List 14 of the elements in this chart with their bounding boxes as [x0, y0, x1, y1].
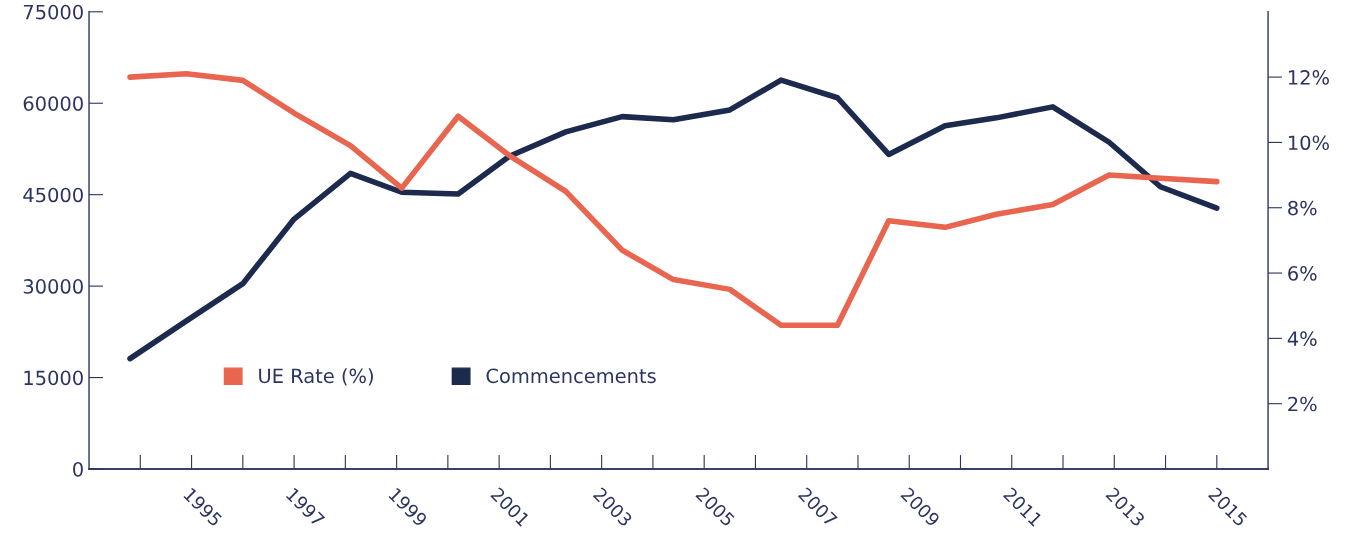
y-tick-label: 15000 — [24, 370, 83, 386]
y2-tick-label: 2% — [1288, 396, 1317, 412]
y-tick-label: 0 — [73, 461, 83, 477]
y-tick-label: 30000 — [23, 279, 83, 294]
y2-tick-label: 6% — [1288, 266, 1317, 281]
y-tick-label: 45000 — [23, 187, 83, 203]
y2-tick-label: 12% — [1288, 70, 1329, 85]
y2-tick-label: 4% — [1287, 331, 1317, 347]
legend-label: UE Rate (%) — [259, 368, 373, 386]
y2-tick-label: 8% — [1288, 200, 1317, 216]
y-tick-label: 75000 — [23, 4, 83, 20]
y2-tick-label: 10% — [1288, 135, 1329, 151]
y-tick-label: 60000 — [23, 96, 83, 111]
legend-label: Commencements — [486, 368, 656, 384]
